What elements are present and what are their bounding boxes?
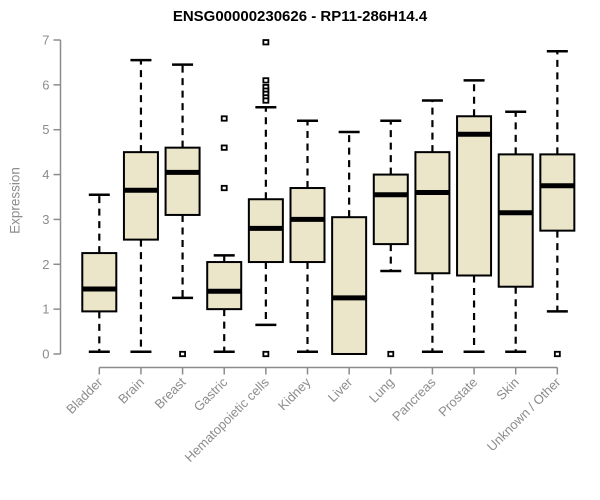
boxplot-bladder	[81, 193, 118, 354]
x-tick-label: Kidney	[275, 374, 314, 413]
x-tick-label: Gastric	[191, 374, 231, 414]
boxplot-kidney	[289, 119, 326, 354]
outlier-point	[220, 144, 228, 151]
outlier-point	[220, 184, 228, 192]
boxplot-breast	[164, 63, 201, 358]
x-tick-label: Skin	[493, 375, 521, 403]
iqr-box	[539, 153, 576, 232]
x-tick-label: Breast	[152, 374, 189, 411]
y-tick-label: 3	[42, 212, 49, 227]
iqr-box	[289, 187, 326, 264]
iqr-box	[331, 216, 368, 355]
boxplot-skin	[497, 110, 534, 354]
chart-title: ENSG00000230626 - RP11-286H14.4	[172, 8, 428, 25]
iqr-box	[206, 261, 243, 311]
outlier-point	[220, 115, 228, 122]
y-tick-label: 1	[42, 302, 49, 317]
x-tick-label: Bladder	[63, 374, 106, 417]
y-tick-label: 4	[42, 167, 49, 182]
y-tick-label: 7	[42, 33, 49, 48]
outlier-point	[553, 350, 561, 358]
boxplot-prostate	[456, 79, 493, 354]
y-tick-label: 5	[42, 122, 49, 137]
boxplot-unknown-other	[539, 49, 576, 358]
iqr-box	[122, 151, 159, 241]
x-tick-label: Liver	[325, 374, 356, 405]
iqr-box	[164, 146, 201, 216]
iqr-box	[372, 173, 409, 246]
boxplot-lung	[372, 119, 409, 358]
iqr-box	[456, 115, 493, 277]
x-tick-label: Unknown / Other	[484, 374, 564, 454]
outlier-point	[387, 350, 395, 358]
outlier-point	[262, 39, 270, 46]
x-tick-label: Lung	[366, 375, 397, 406]
y-tick-label: 0	[42, 347, 49, 362]
y-tick-label: 6	[42, 77, 49, 92]
boxplot-brain	[122, 58, 159, 354]
outlier-point	[262, 77, 270, 84]
outlier-point	[262, 350, 270, 358]
boxplot-gastric	[206, 115, 243, 354]
iqr-box	[81, 252, 118, 313]
iqr-box	[414, 151, 451, 275]
x-tick-label: Prostate	[435, 375, 480, 420]
x-tick-label: Brain	[115, 375, 147, 407]
boxplot-pancreas	[414, 99, 451, 354]
boxplot-liver	[331, 130, 368, 355]
outlier-point	[262, 97, 270, 104]
outlier-point	[179, 350, 186, 358]
y-tick-label: 2	[42, 257, 49, 272]
x-tick-label: Pancreas	[389, 374, 439, 424]
boxplot-hematopoietic-cells	[247, 39, 284, 358]
iqr-box	[497, 153, 534, 288]
